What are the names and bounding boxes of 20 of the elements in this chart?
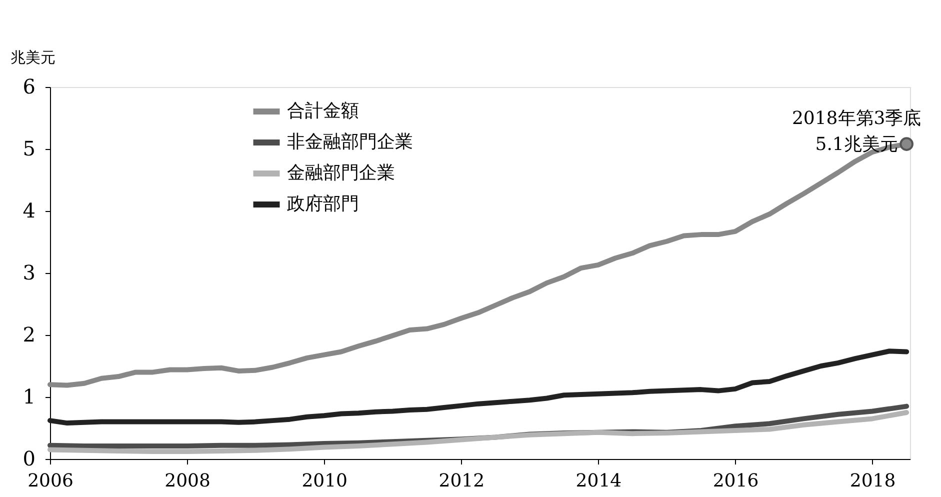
x-tick-label: 2010 xyxy=(302,470,348,492)
legend-label: 政府部門 xyxy=(287,194,359,214)
x-tick-label: 2014 xyxy=(576,470,622,492)
x-tick-label: 2008 xyxy=(164,470,210,492)
legend-label: 金融部門企業 xyxy=(287,162,395,184)
y-tick-label: 2 xyxy=(22,322,36,346)
annotation: 2018年第3季底 5.1兆美元 xyxy=(792,108,922,156)
y-tick-label: 0 xyxy=(22,446,36,470)
x-tick-label: 2006 xyxy=(28,470,74,492)
x-tick-label: 2016 xyxy=(712,470,759,492)
y-tick-label: 6 xyxy=(22,74,36,98)
y-axis-title: 兆美元 xyxy=(10,48,56,66)
y-tick-label: 4 xyxy=(22,198,36,222)
y-tick-label: 3 xyxy=(22,260,36,284)
legend-label: 非金融部門企業 xyxy=(287,132,413,152)
y-tick-label: 1 xyxy=(22,384,36,408)
x-tick-label: 2012 xyxy=(438,470,485,492)
x-tick-label: 2018 xyxy=(850,470,896,492)
y-tick-label: 5 xyxy=(22,136,36,160)
legend-label: 合計金額 xyxy=(287,100,359,122)
